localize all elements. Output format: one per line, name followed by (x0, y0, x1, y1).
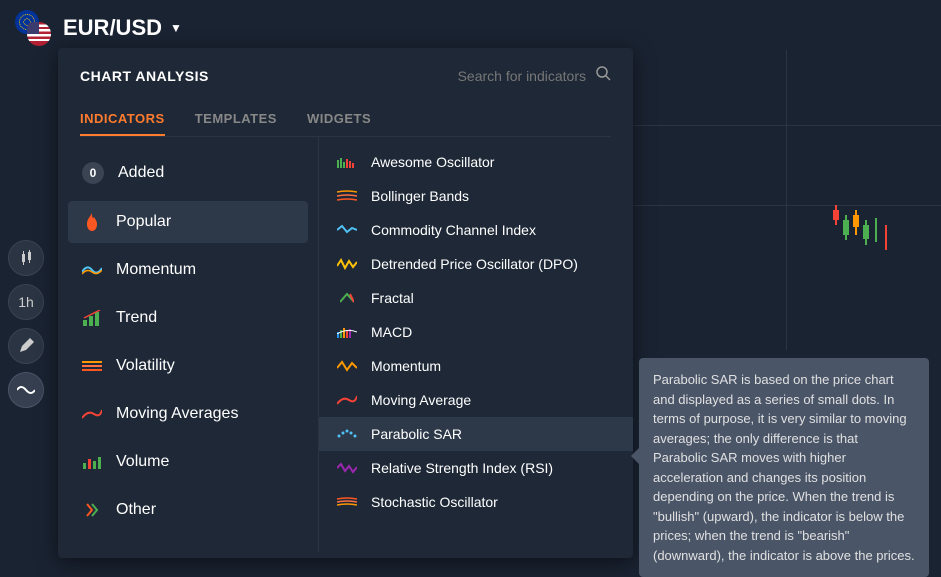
timeframe-button[interactable]: 1h (8, 284, 44, 320)
panel-title: CHART ANALYSIS (80, 68, 209, 84)
indicator-label: Awesome Oscillator (371, 154, 494, 170)
category-label: Other (116, 501, 156, 519)
tab-templates[interactable]: TEMPLATES (195, 103, 277, 136)
indicator-dpo[interactable]: Detrended Price Oscillator (DPO) (319, 247, 633, 281)
tooltip-text: Parabolic SAR is based on the price char… (653, 372, 915, 563)
bands-icon (337, 189, 357, 203)
indicator-stochastic[interactable]: Stochastic Oscillator (319, 485, 633, 519)
indicator-macd[interactable]: MACD (319, 315, 633, 349)
indicator-tool-button[interactable] (8, 372, 44, 408)
category-added[interactable]: 0 Added (68, 151, 308, 195)
panel-tabs: INDICATORS TEMPLATES WIDGETS (80, 103, 611, 137)
indicators-list: Awesome Oscillator Bollinger Bands Commo… (318, 137, 633, 552)
candle-tool-button[interactable] (8, 240, 44, 276)
volatility-lines-icon (82, 356, 102, 376)
category-list: 0 Added Popular Momentum Trend Volatilit… (58, 137, 318, 552)
arrows-icon (82, 500, 102, 520)
flame-icon (82, 212, 102, 232)
indicator-label: Moving Average (371, 392, 471, 408)
added-count-badge: 0 (82, 162, 104, 184)
chart-analysis-panel: CHART ANALYSIS INDICATORS TEMPLATES WIDG… (58, 48, 633, 558)
indicator-label: Fractal (371, 290, 414, 306)
wave-blue-icon (337, 223, 357, 237)
curve-red-icon (337, 393, 357, 407)
draw-tool-button[interactable] (8, 328, 44, 364)
wave-icon (82, 260, 102, 280)
category-label: Trend (116, 309, 157, 327)
indicator-momentum[interactable]: Momentum (319, 349, 633, 383)
wave-icon (17, 384, 35, 396)
bars-multi-icon (337, 155, 357, 169)
category-moving-averages[interactable]: Moving Averages (68, 393, 308, 435)
indicator-fractal[interactable]: Fractal (319, 281, 633, 315)
search-icon[interactable] (596, 66, 611, 85)
category-popular[interactable]: Popular (68, 201, 308, 243)
tab-widgets[interactable]: WIDGETS (307, 103, 371, 136)
category-momentum[interactable]: Momentum (68, 249, 308, 291)
pencil-icon (18, 338, 34, 354)
category-label: Momentum (116, 261, 196, 279)
currency-pair-flags-icon (15, 10, 51, 46)
indicator-label: Bollinger Bands (371, 188, 469, 204)
search-input[interactable] (436, 68, 586, 84)
category-label: Volatility (116, 357, 175, 375)
category-other[interactable]: Other (68, 489, 308, 531)
symbol-label: EUR/USD (63, 15, 162, 41)
zigzag-orange-icon (337, 359, 357, 373)
zigzag-yellow-icon (337, 257, 357, 271)
tab-indicators[interactable]: INDICATORS (80, 103, 165, 136)
category-label: Volume (116, 453, 169, 471)
chevron-down-icon: ▼ (170, 21, 182, 35)
trend-up-icon (82, 308, 102, 328)
indicator-label: Stochastic Oscillator (371, 494, 498, 510)
indicator-cci[interactable]: Commodity Channel Index (319, 213, 633, 247)
indicator-label: MACD (371, 324, 412, 340)
category-volume[interactable]: Volume (68, 441, 308, 483)
bars-gradient-icon (337, 325, 357, 339)
indicator-label: Commodity Channel Index (371, 222, 536, 238)
indicator-label: Parabolic SAR (371, 426, 462, 442)
arrow-up-icon (337, 291, 357, 305)
indicator-rsi[interactable]: Relative Strength Index (RSI) (319, 451, 633, 485)
indicator-tooltip: Parabolic SAR is based on the price char… (639, 358, 929, 577)
dots-icon (337, 427, 357, 441)
volume-bars-icon (82, 452, 102, 472)
category-label: Added (118, 164, 164, 182)
candle-icon (18, 250, 34, 266)
zigzag-purple-icon (337, 461, 357, 475)
indicator-bollinger-bands[interactable]: Bollinger Bands (319, 179, 633, 213)
indicator-moving-average[interactable]: Moving Average (319, 383, 633, 417)
timeframe-label: 1h (18, 294, 34, 310)
left-toolbar: 1h (8, 240, 44, 408)
indicator-label: Detrended Price Oscillator (DPO) (371, 256, 578, 272)
indicator-label: Relative Strength Index (RSI) (371, 460, 553, 476)
category-label: Moving Averages (116, 405, 238, 423)
category-trend[interactable]: Trend (68, 297, 308, 339)
indicator-parabolic-sar[interactable]: Parabolic SAR (319, 417, 633, 451)
indicator-awesome-oscillator[interactable]: Awesome Oscillator (319, 145, 633, 179)
chart-background (631, 50, 941, 350)
indicator-label: Momentum (371, 358, 441, 374)
symbol-selector[interactable]: EUR/USD ▼ (63, 15, 182, 41)
price-candles-icon (831, 200, 911, 260)
curve-icon (82, 404, 102, 424)
category-label: Popular (116, 213, 171, 231)
bands-red-icon (337, 495, 357, 509)
category-volatility[interactable]: Volatility (68, 345, 308, 387)
